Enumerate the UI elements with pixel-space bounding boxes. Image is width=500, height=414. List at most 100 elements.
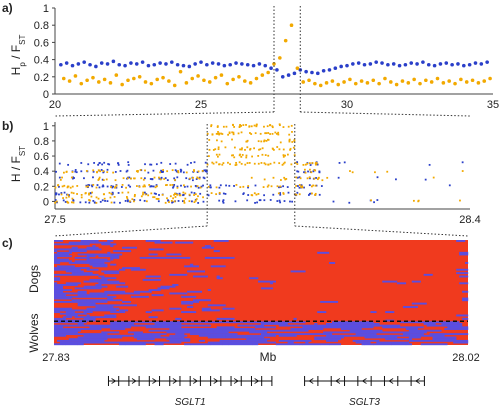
heatmap-cell: [122, 324, 135, 327]
panel-b-point: [314, 192, 317, 195]
panel-b-point: [206, 163, 209, 166]
panel-b-point: [182, 171, 185, 174]
panel-b-point: [60, 192, 63, 194]
panel-b-point: [92, 169, 95, 172]
heatmap-cell: [252, 343, 259, 346]
panel-b-point: [147, 171, 150, 174]
heatmap-cell: [308, 339, 312, 342]
panel-b-point: [238, 161, 241, 164]
heatmap-cell: [101, 331, 120, 334]
panel-b-point: [255, 123, 258, 126]
panel-b-point: [285, 178, 288, 180]
panel-b-points: [54, 123, 464, 204]
panel-b-point: [288, 133, 291, 136]
panel-b-point: [149, 178, 152, 180]
panel-b: b) H / FST 0 0.2 0.4 0.6 0.8 1 27.5 28.4: [2, 119, 481, 226]
panel-b-point: [129, 200, 131, 203]
panel-b-point: [261, 153, 264, 156]
heatmap-cell: [74, 272, 93, 275]
panel-b-point: [199, 186, 202, 189]
panel-b-point: [310, 185, 313, 188]
heatmap-cell: [204, 334, 214, 337]
heatmap-cell: [213, 329, 223, 332]
panel-b-point: [297, 170, 300, 173]
heatmap-cell: [80, 253, 93, 256]
panel-b-ylabel: H / FST: [9, 146, 27, 182]
heatmap-cell: [86, 287, 102, 290]
panel-b-point: [133, 177, 135, 180]
panel-b-point: [149, 185, 152, 188]
strand-arrow: [152, 378, 158, 384]
heatmap-cell: [349, 334, 371, 337]
heatmap-cell: [261, 287, 274, 290]
panel-a-point: [488, 76, 492, 81]
panel-b-point: [69, 186, 72, 189]
panel-b-point: [100, 169, 103, 171]
heatmap-cell: [54, 258, 69, 261]
haplotype-heatmap: [54, 240, 469, 346]
heatmap-cell: [80, 241, 96, 244]
heatmap-cell: [133, 336, 149, 339]
panel-a-point: [280, 75, 285, 79]
heatmap-cell: [246, 338, 250, 341]
heatmap-cell: [151, 294, 164, 297]
panel-b-point: [168, 201, 170, 204]
panel-b-point: [282, 154, 285, 157]
heatmap-cell: [284, 321, 306, 324]
panel-a-point: [485, 60, 489, 64]
panel-b-point: [133, 195, 136, 198]
panel-b-point: [180, 184, 182, 187]
panel-b-point: [71, 197, 74, 200]
panel-b-point: [229, 163, 231, 166]
panel-b-point: [196, 185, 199, 188]
panel-b-point: [98, 186, 101, 189]
panel-a-point: [444, 61, 449, 65]
heatmap-cell: [110, 328, 126, 330]
panel-a-point: [383, 76, 387, 81]
panel-b-point: [87, 185, 89, 188]
heatmap-cell: [399, 334, 421, 337]
panel-b-point: [240, 131, 243, 134]
heatmap-cell: [122, 300, 132, 303]
panel-b-point: [301, 186, 304, 189]
panel-b-point: [169, 195, 172, 198]
panel-b-point: [184, 192, 187, 195]
panel-b-point: [283, 176, 286, 179]
heatmap-cell: [320, 300, 339, 303]
heatmap-cell: [337, 336, 344, 339]
heatmap-cell: [237, 324, 253, 327]
heatmap-cell: [394, 336, 398, 339]
panel-a-point: [260, 73, 265, 77]
panel-b-point: [209, 186, 212, 189]
heatmap-cell: [364, 322, 380, 325]
heatmap-cell: [80, 240, 99, 242]
panel-b-point: [282, 162, 285, 165]
panel-b-point: [133, 200, 135, 203]
panel-b-y-tick-label: 0.2: [34, 181, 49, 193]
panel-b-point: [144, 169, 146, 172]
panel-b-point: [218, 192, 221, 195]
heatmap-cell: [89, 278, 108, 281]
panel-a-point: [213, 75, 218, 80]
heatmap-cell: [453, 328, 460, 330]
heatmap-cell: [56, 339, 72, 342]
panel-b-point: [198, 176, 201, 179]
strand-arrow: [111, 378, 117, 384]
heatmap-cell: [95, 241, 111, 244]
panel-b-point: [172, 186, 174, 189]
heatmap-cell: [290, 270, 306, 273]
panel-b-point: [193, 194, 195, 196]
panel-b-point: [156, 197, 159, 200]
heatmap-cell: [77, 336, 99, 339]
heatmap-cell: [326, 334, 350, 337]
heatmap-cell: [65, 248, 84, 251]
panel-b-point: [72, 176, 75, 179]
heatmap-cell: [207, 304, 226, 307]
heatmap-cell: [59, 326, 64, 329]
heatmap-cell: [346, 321, 374, 324]
panel-b-point: [246, 140, 248, 143]
panel-b-point: [250, 194, 253, 196]
heatmap-cell: [56, 307, 72, 310]
panel-b-point: [278, 162, 281, 165]
heatmap-cell: [462, 339, 469, 342]
